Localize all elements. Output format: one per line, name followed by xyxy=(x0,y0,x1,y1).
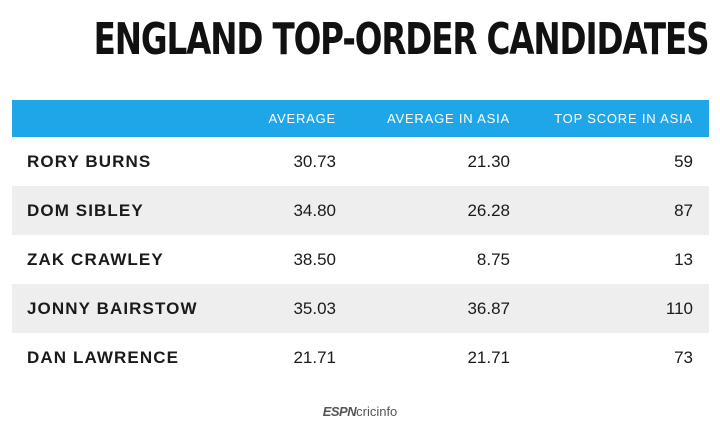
table-header: AVERAGE AVERAGE IN ASIA TOP SCORE IN ASI… xyxy=(12,100,709,137)
column-header-top-score-in-asia: TOP SCORE IN ASIA xyxy=(554,111,693,126)
top-score-in-asia-value: 59 xyxy=(674,151,693,171)
top-score-in-asia-value: 110 xyxy=(665,298,693,318)
average-value: 35.03 xyxy=(293,298,336,318)
average-value: 30.73 xyxy=(293,151,336,171)
player-name: JONNY BAIRSTOW xyxy=(27,298,198,318)
stats-table: AVERAGE AVERAGE IN ASIA TOP SCORE IN ASI… xyxy=(12,100,709,382)
player-name: ZAK CRAWLEY xyxy=(27,249,164,269)
logo-product: cricinfo xyxy=(356,404,398,419)
table-row: RORY BURNS 30.73 21.30 59 xyxy=(12,137,709,186)
logo-brand: ESPN xyxy=(322,404,357,419)
average-in-asia-value: 26.28 xyxy=(467,200,510,220)
top-score-in-asia-value: 73 xyxy=(674,347,693,367)
table-row: JONNY BAIRSTOW 35.03 36.87 110 xyxy=(12,284,709,333)
top-score-in-asia-value: 87 xyxy=(674,200,693,220)
average-in-asia-value: 21.30 xyxy=(467,151,510,171)
average-in-asia-value: 8.75 xyxy=(476,249,510,269)
column-header-average-in-asia: AVERAGE IN ASIA xyxy=(386,111,510,126)
player-name: DAN LAWRENCE xyxy=(27,347,180,367)
page-title: ENGLAND TOP-ORDER CANDIDATES xyxy=(93,14,710,65)
player-name: RORY BURNS xyxy=(27,151,152,171)
column-header-average: AVERAGE xyxy=(268,111,336,126)
average-in-asia-value: 36.87 xyxy=(467,298,510,318)
player-name: DOM SIBLEY xyxy=(27,200,144,220)
average-value: 38.50 xyxy=(293,249,336,269)
table-row: ZAK CRAWLEY 38.50 8.75 13 xyxy=(12,235,709,284)
top-score-in-asia-value: 13 xyxy=(674,249,693,269)
table-row: DAN LAWRENCE 21.71 21.71 73 xyxy=(12,333,709,382)
average-in-asia-value: 21.71 xyxy=(467,347,510,367)
average-value: 21.71 xyxy=(293,347,336,367)
espncricinfo-logo: ESPNcricinfo xyxy=(0,404,720,419)
average-value: 34.80 xyxy=(293,200,336,220)
table-row: DOM SIBLEY 34.80 26.28 87 xyxy=(12,186,709,235)
